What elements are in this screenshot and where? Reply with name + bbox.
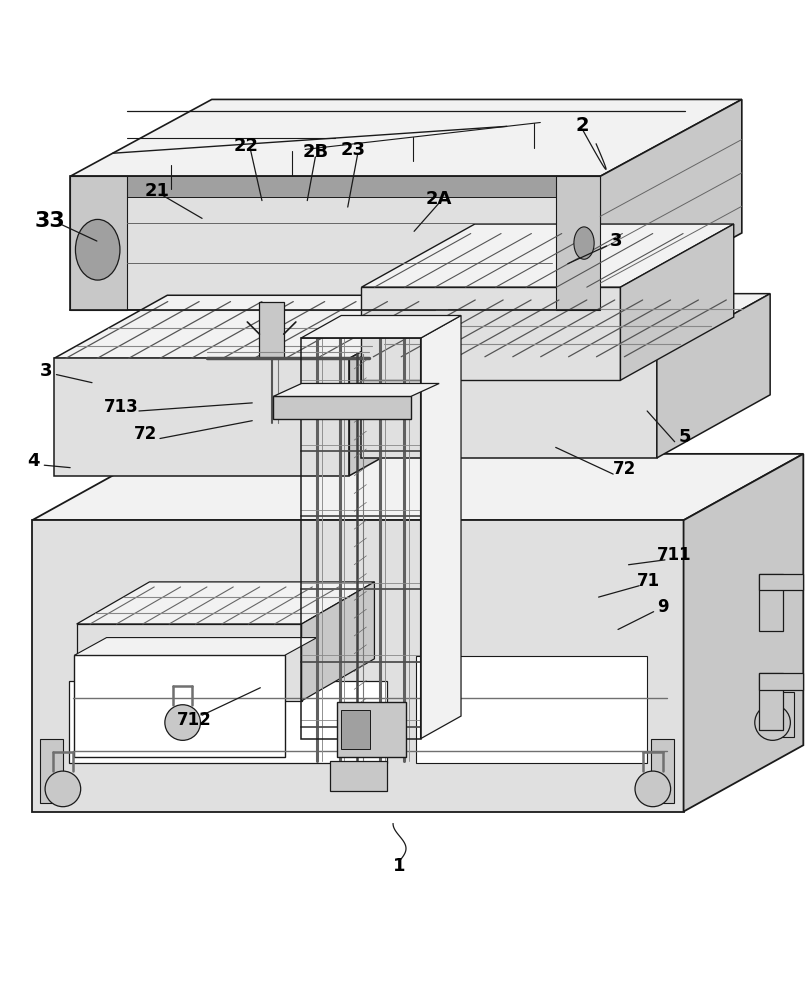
Circle shape [45,771,80,807]
Polygon shape [337,702,406,757]
Circle shape [754,705,789,740]
Text: 713: 713 [104,398,139,416]
Text: 2A: 2A [425,190,451,208]
Polygon shape [758,574,802,590]
Polygon shape [341,710,369,749]
Polygon shape [78,176,591,197]
Polygon shape [758,574,782,631]
Polygon shape [32,454,802,520]
Polygon shape [656,294,769,458]
Text: 3: 3 [609,232,622,250]
Text: 2: 2 [575,116,589,135]
Polygon shape [555,176,599,310]
Polygon shape [76,582,374,624]
Polygon shape [683,454,802,812]
Polygon shape [273,396,410,419]
Polygon shape [76,624,301,701]
Polygon shape [32,520,683,812]
Polygon shape [361,224,733,287]
Polygon shape [74,655,285,757]
Polygon shape [54,295,462,358]
Text: 5: 5 [678,428,691,446]
Polygon shape [70,176,127,310]
Text: 2B: 2B [302,143,328,161]
Text: 23: 23 [341,141,366,159]
Polygon shape [300,315,461,338]
Circle shape [165,705,200,740]
Text: 21: 21 [145,182,169,200]
Polygon shape [770,692,792,737]
Polygon shape [650,739,673,803]
Polygon shape [260,302,283,358]
Text: 3: 3 [40,362,52,380]
Circle shape [634,771,670,807]
Polygon shape [361,357,656,458]
Text: 1: 1 [393,857,406,875]
Polygon shape [70,99,741,176]
Text: 71: 71 [637,572,659,590]
Polygon shape [54,358,349,476]
Polygon shape [361,294,769,357]
Ellipse shape [75,219,120,280]
Text: 9: 9 [657,598,668,616]
Polygon shape [70,176,599,310]
Polygon shape [349,295,462,476]
Polygon shape [329,761,386,791]
Text: 712: 712 [176,711,211,729]
Polygon shape [420,315,461,739]
Ellipse shape [573,227,594,259]
Text: 72: 72 [134,425,157,443]
Polygon shape [758,673,802,690]
Polygon shape [620,224,733,380]
Polygon shape [68,681,386,763]
Text: 711: 711 [657,546,691,564]
Polygon shape [361,287,620,380]
Polygon shape [599,99,741,310]
Text: 72: 72 [612,460,635,478]
Polygon shape [74,638,316,655]
Polygon shape [301,582,374,701]
Text: 22: 22 [234,137,259,155]
Polygon shape [415,656,646,763]
Polygon shape [758,673,782,730]
Polygon shape [41,739,62,803]
Text: 4: 4 [28,452,40,470]
Polygon shape [273,383,439,396]
Text: 33: 33 [35,211,65,231]
Polygon shape [160,692,182,737]
